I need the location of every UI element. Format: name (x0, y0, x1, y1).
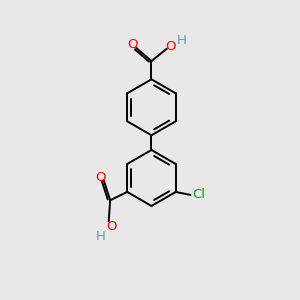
Text: H: H (95, 230, 105, 243)
Text: O: O (165, 40, 175, 53)
Text: O: O (106, 220, 116, 233)
Text: O: O (95, 171, 105, 184)
Text: H: H (177, 34, 186, 47)
Text: O: O (128, 38, 138, 51)
Text: Cl: Cl (192, 188, 205, 201)
